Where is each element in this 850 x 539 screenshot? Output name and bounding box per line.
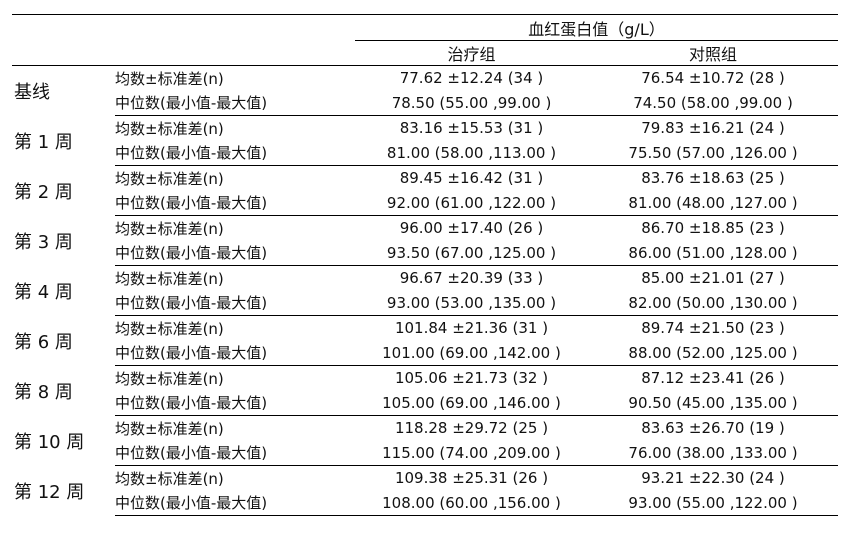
header-row-2: 治疗组 对照组 xyxy=(12,40,838,66)
control-mean-cell: 83.76 ±18.63 (25 ) xyxy=(641,169,785,187)
control-mean-cell: 85.00 ±21.01 (27 ) xyxy=(641,269,785,287)
control-median-cell: 76.00 (38.00 ,133.00 ) xyxy=(588,440,838,466)
treatment-mean-cell: 101.84 ±21.36 (31 ) xyxy=(394,319,549,337)
treatment-mean-cell: 109.38 ±25.31 (26 ) xyxy=(394,469,549,487)
stat-label-median: 中位数(最小值-最大值) xyxy=(115,190,355,216)
treatment-median-cell: 101.00 (69.00 ,142.00 ) xyxy=(355,340,588,366)
stat-label-mean: 均数±标准差(n) xyxy=(115,469,224,488)
treatment-median-cell: 105.00 (69.00 ,146.00 ) xyxy=(355,390,588,416)
control-median-cell: 93.00 (55.00 ,122.00 ) xyxy=(588,490,838,516)
control-median-cell: 75.50 (57.00 ,126.00 ) xyxy=(588,140,838,166)
header-row-1: 血红蛋白值（g/L） xyxy=(12,15,838,41)
treatment-mean-cell: 77.62 ±12.24 (34 ) xyxy=(399,69,544,87)
control-mean-cell: 93.21 ±22.30 (24 ) xyxy=(641,469,785,487)
control-mean-cell: 79.83 ±16.21 (24 ) xyxy=(641,119,785,137)
period-label: 第 3 周 xyxy=(14,231,73,253)
control-median-cell: 82.00 (50.00 ,130.00 ) xyxy=(588,290,838,316)
table-row: 中位数(最小值-最大值) 115.00 (74.00 ,209.00 ) 76.00… xyxy=(12,440,838,466)
group-treatment-header: 治疗组 xyxy=(355,40,588,66)
table-row: 中位数(最小值-最大值) 105.00 (69.00 ,146.00 ) 90.50… xyxy=(12,390,838,416)
stat-label-median: 中位数(最小值-最大值) xyxy=(115,340,355,366)
stat-label-median: 中位数(最小值-最大值) xyxy=(115,390,355,416)
group-control-header: 对照组 xyxy=(588,40,838,66)
stat-label-mean: 均数±标准差(n) xyxy=(115,219,224,238)
table-row: 第 3 周 均数±标准差(n) 96.00 ±17.40 (26 ) 86.70 ±1… xyxy=(12,216,838,253)
table-row: 中位数(最小值-最大值) 93.00 (53.00 ,135.00 ) 82.00 … xyxy=(12,290,838,316)
control-median-cell: 86.00 (51.00 ,128.00 ) xyxy=(588,240,838,266)
table-title: 血红蛋白值（g/L） xyxy=(355,15,838,41)
stat-label-median: 中位数(最小值-最大值) xyxy=(115,240,355,266)
control-mean-cell: 86.70 ±18.85 (23 ) xyxy=(641,219,785,237)
treatment-median-cell: 115.00 (74.00 ,209.00 ) xyxy=(355,440,588,466)
period-label: 基线 xyxy=(14,81,50,103)
control-mean-cell: 76.54 ±10.72 (28 ) xyxy=(641,69,785,87)
table-row: 第 6 周 均数±标准差(n) 101.84 ±21.36 (31 ) 89.74 ±… xyxy=(12,316,838,353)
treatment-mean-cell: 118.28 ±29.72 (25 ) xyxy=(394,419,549,437)
treatment-mean-cell: 96.00 ±17.40 (26 ) xyxy=(399,219,544,237)
table-row: 第 10 周 均数±标准差(n) 118.28 ±29.72 (25 ) 83.63 … xyxy=(12,416,838,453)
control-mean-cell: 89.74 ±21.50 (23 ) xyxy=(641,319,785,337)
table-row: 中位数(最小值-最大值) 81.00 (58.00 ,113.00 ) 75.50 … xyxy=(12,140,838,166)
stat-label-mean: 均数±标准差(n) xyxy=(115,269,224,288)
treatment-median-cell: 93.50 (67.00 ,125.00 ) xyxy=(355,240,588,266)
stat-label-mean: 均数±标准差(n) xyxy=(115,69,224,88)
period-label: 第 2 周 xyxy=(14,181,73,203)
treatment-mean-cell: 83.16 ±15.53 (31 ) xyxy=(399,119,544,137)
control-median-cell: 88.00 (52.00 ,125.00 ) xyxy=(588,340,838,366)
period-label: 第 10 周 xyxy=(14,431,85,453)
treatment-median-cell: 81.00 (58.00 ,113.00 ) xyxy=(355,140,588,166)
table-row: 第 12 周 均数±标准差(n) 109.38 ±25.31 (26 ) 93.21 … xyxy=(12,466,838,503)
treatment-mean-cell: 105.06 ±21.73 (32 ) xyxy=(394,369,549,387)
stat-label-median: 中位数(最小值-最大值) xyxy=(115,440,355,466)
treatment-mean-cell: 89.45 ±16.42 (31 ) xyxy=(399,169,544,187)
treatment-mean-cell: 96.67 ±20.39 (33 ) xyxy=(399,269,544,287)
control-median-cell: 81.00 (48.00 ,127.00 ) xyxy=(588,190,838,216)
period-label: 第 12 周 xyxy=(14,481,85,503)
period-label: 第 8 周 xyxy=(14,381,73,403)
stat-label-median: 中位数(最小值-最大值) xyxy=(115,140,355,166)
table-row: 第 8 周 均数±标准差(n) 105.06 ±21.73 (32 ) 87.12 ±… xyxy=(12,366,838,403)
stat-label-median: 中位数(最小值-最大值) xyxy=(115,490,355,516)
control-mean-cell: 87.12 ±23.41 (26 ) xyxy=(641,369,785,387)
control-mean-cell: 83.63 ±26.70 (19 ) xyxy=(641,419,785,437)
treatment-median-cell: 78.50 (55.00 ,99.00 ) xyxy=(355,90,588,116)
table-row: 中位数(最小值-最大值) 92.00 (61.00 ,122.00 ) 81.00 … xyxy=(12,190,838,216)
table-row: 中位数(最小值-最大值) 93.50 (67.00 ,125.00 ) 86.00 … xyxy=(12,240,838,266)
treatment-median-cell: 108.00 (60.00 ,156.00 ) xyxy=(355,490,588,516)
table-row: 中位数(最小值-最大值) 78.50 (55.00 ,99.00 ) 74.50 (… xyxy=(12,90,838,116)
stat-label-mean: 均数±标准差(n) xyxy=(115,169,224,188)
top-rule xyxy=(12,14,838,15)
control-median-cell: 90.50 (45.00 ,135.00 ) xyxy=(588,390,838,416)
table-row: 基线 均数±标准差(n) 77.62 ±12.24 (34 ) 76.54 ±10.7… xyxy=(12,66,838,103)
table-row: 第 4 周 均数±标准差(n) 96.67 ±20.39 (33 ) 85.00 ±2… xyxy=(12,266,838,303)
table-row: 中位数(最小值-最大值) 101.00 (69.00 ,142.00 ) 88.00… xyxy=(12,340,838,366)
table-row: 中位数(最小值-最大值) 108.00 (60.00 ,156.00 ) 93.00… xyxy=(12,490,838,516)
stat-label-median: 中位数(最小值-最大值) xyxy=(115,290,355,316)
treatment-median-cell: 92.00 (61.00 ,122.00 ) xyxy=(355,190,588,216)
stat-label-mean: 均数±标准差(n) xyxy=(115,319,224,338)
period-label: 第 1 周 xyxy=(14,131,73,153)
stat-label-median: 中位数(最小值-最大值) xyxy=(115,90,355,116)
stat-label-mean: 均数±标准差(n) xyxy=(115,119,224,138)
table-row: 第 2 周 均数±标准差(n) 89.45 ±16.42 (31 ) 83.76 ±1… xyxy=(12,166,838,203)
control-median-cell: 74.50 (58.00 ,99.00 ) xyxy=(588,90,838,116)
period-label: 第 4 周 xyxy=(14,281,73,303)
period-label: 第 6 周 xyxy=(14,331,73,353)
hemoglobin-table: 血红蛋白值（g/L） 治疗组 对照组 基线 均数±标准差(n) 77.62 ±12.… xyxy=(12,14,838,516)
table-row: 第 1 周 均数±标准差(n) 83.16 ±15.53 (31 ) 79.83 ±1… xyxy=(12,116,838,153)
stat-label-mean: 均数±标准差(n) xyxy=(115,419,224,438)
stat-label-mean: 均数±标准差(n) xyxy=(115,369,224,388)
treatment-median-cell: 93.00 (53.00 ,135.00 ) xyxy=(355,290,588,316)
